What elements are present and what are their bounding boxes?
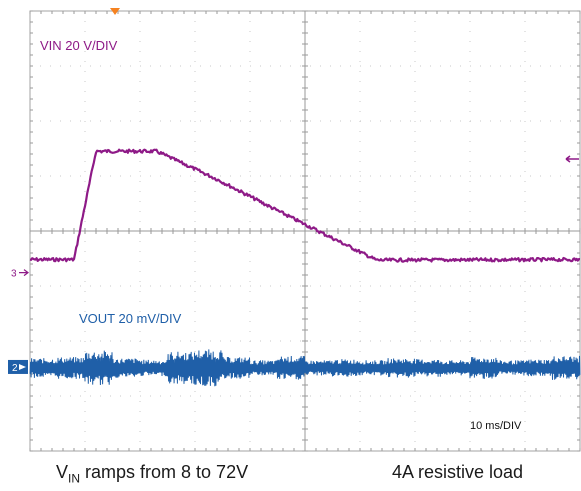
grid-layer — [29, 10, 581, 452]
marker-layer: 32 — [8, 8, 579, 374]
channel3-marker-icon — [19, 269, 29, 277]
vout-label: VOUT 20 mV/DIV — [79, 311, 182, 326]
caption-load: 4A resistive load — [392, 462, 524, 482]
channel2-marker-icon — [19, 363, 26, 370]
time-scale-label: 10 ms/DIV — [470, 420, 522, 432]
vin-trace — [29, 148, 581, 263]
channel2-marker-label: 2 — [12, 363, 18, 374]
vin-label: VIN 20 V/DIV — [40, 38, 118, 53]
trigger-time-icon — [110, 8, 120, 15]
channel3-marker-label: 3 — [11, 269, 17, 280]
vout-trace — [29, 349, 581, 387]
trigger-level-icon — [565, 155, 579, 163]
channel2-marker-badge — [8, 359, 28, 374]
caption-vin-ramp: VIN ramps from 8 to 72V — [56, 462, 249, 486]
trace-layer — [29, 148, 581, 387]
